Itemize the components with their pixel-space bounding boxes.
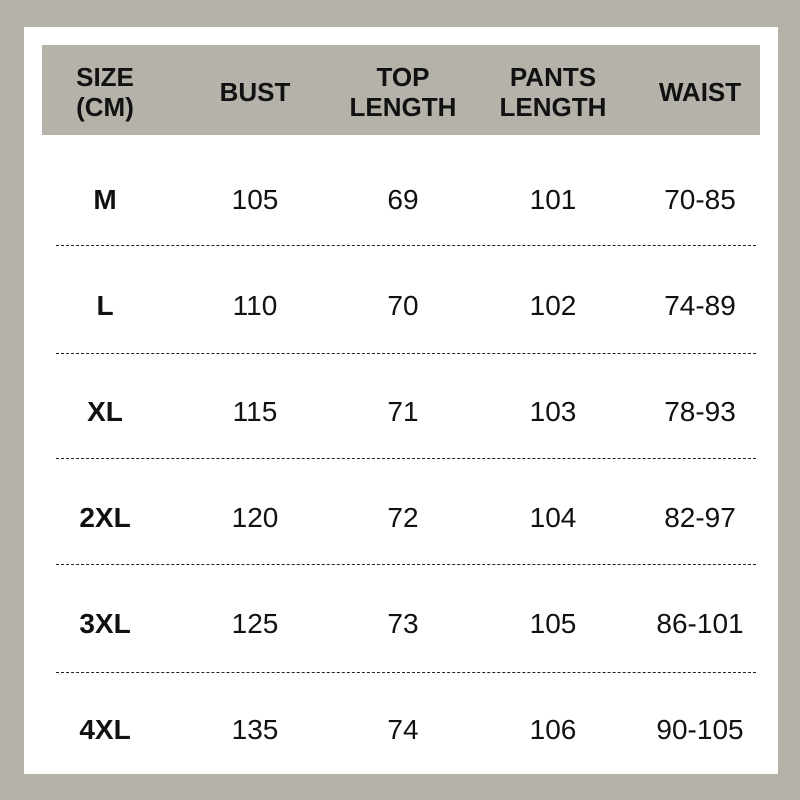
header-bust: BUST	[220, 77, 291, 107]
cell-waist: 86-101	[656, 608, 744, 639]
cell-bust: 120	[231, 502, 279, 533]
cell-bust: 125	[231, 608, 279, 639]
cell-size: XL	[87, 396, 123, 427]
cell-bust: 105	[231, 184, 279, 215]
row-divider	[56, 672, 756, 673]
cell-waist: 74-89	[664, 290, 736, 321]
header-text: (CM)	[76, 92, 134, 122]
row-divider	[56, 458, 756, 459]
cell-top-length: 74	[387, 714, 419, 745]
cell-top-length: 73	[387, 608, 419, 639]
cell-pants-length: 101	[529, 184, 577, 215]
cell-bust: 110	[232, 290, 278, 321]
row-divider	[56, 245, 756, 246]
cell-waist: 90-105	[656, 714, 744, 745]
header-text: LENGTH	[499, 92, 607, 122]
cell-waist: 82-97	[664, 502, 736, 533]
cell-top-length: 70	[387, 290, 419, 321]
header-text: BUST	[219, 77, 291, 107]
cell-size: L	[96, 290, 114, 321]
cell-pants-length: 104	[529, 502, 577, 533]
cell-waist: 70-85	[664, 184, 736, 215]
cell-size: 4XL	[79, 714, 131, 745]
cell-size: 2XL	[79, 502, 131, 533]
header-text: WAIST	[658, 77, 742, 107]
header-text: TOP	[376, 62, 430, 92]
header-size: SIZE (CM)	[76, 62, 134, 122]
cell-bust: 135	[231, 714, 279, 745]
cell-top-length: 72	[387, 502, 419, 533]
header-text: LENGTH	[349, 92, 457, 122]
row-divider	[56, 353, 756, 354]
header-top-length: TOP LENGTH	[350, 62, 457, 122]
header-pants-length: PANTS LENGTH	[500, 62, 607, 122]
row-divider	[56, 564, 756, 565]
cell-pants-length: 106	[529, 714, 577, 745]
cell-size: M	[93, 184, 117, 215]
table-header	[42, 45, 760, 135]
cell-pants-length: 105	[529, 608, 577, 639]
cell-pants-length: 102	[529, 290, 577, 321]
header-text: SIZE	[76, 62, 134, 92]
size-chart-panel	[24, 27, 778, 774]
cell-bust: 115	[232, 396, 278, 427]
header-text: PANTS	[509, 62, 597, 92]
cell-size: 3XL	[79, 608, 131, 639]
cell-top-length: 71	[387, 396, 419, 427]
cell-top-length: 69	[387, 184, 419, 215]
header-waist: WAIST	[659, 77, 741, 107]
cell-waist: 78-93	[664, 396, 736, 427]
cell-pants-length: 103	[529, 396, 577, 427]
